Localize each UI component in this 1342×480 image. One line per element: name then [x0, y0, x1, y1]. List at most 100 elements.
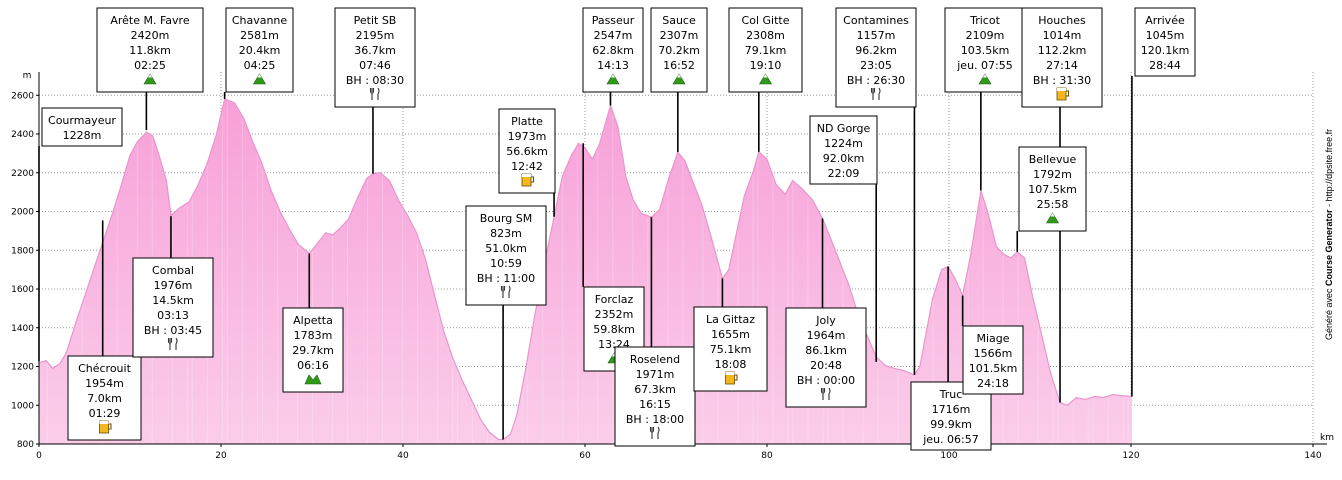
waypoint-label-line: 1792m — [1033, 168, 1072, 181]
y-tick-label: 800 — [17, 440, 34, 450]
peak-icon — [978, 73, 992, 85]
waypoint-label-line: 99.9km — [930, 418, 972, 431]
waypoint-label-line: Col Gitte — [742, 14, 790, 27]
waypoint-box — [785, 307, 867, 408]
beer-icon-foam — [522, 174, 531, 177]
waypoint-label-line: Forclaz — [595, 293, 634, 306]
waypoint-la-gittaz: La Gittaz 1655m 75.1km 18:08 — [693, 306, 768, 392]
waypoint-label-line: 96.2km — [855, 44, 897, 57]
waypoint-box — [614, 346, 696, 447]
waypoint-label-line: 14:13 — [597, 59, 629, 72]
peak-icon — [252, 73, 267, 85]
peak-icon-snow — [1050, 213, 1055, 217]
waypoint-ar-te-m-favre: Arête M. Favre 2420m 11.8km 02:25 — [96, 7, 204, 93]
waypoint-label-line: 120.1km — [1141, 44, 1190, 57]
waypoint-label-line: 19:10 — [750, 59, 782, 72]
waypoint-label-line: 03:13 — [157, 309, 189, 322]
y-tick-label: 2600 — [11, 91, 34, 101]
peak-icon-snow — [611, 74, 615, 78]
cutlery-icon — [820, 387, 831, 400]
waypoint-label-line: 06:16 — [297, 359, 329, 372]
waypoint-label-line: ND Gorge — [817, 122, 871, 135]
waypoint-labels: Courmayeur 1228m Chécrouit 1954m 7.0km 01:29 A… — [41, 7, 1196, 451]
waypoint-label-line: La Gittaz — [706, 313, 755, 326]
waypoint-roselend: Roselend 1971m 67.3km 16:15 BH : 18:00 — [614, 346, 696, 447]
x-tick-label: 100 — [940, 451, 957, 461]
waypoint-label-line: 28:44 — [1149, 59, 1181, 72]
waypoint-label-line: jeu. 06:57 — [922, 433, 979, 446]
beer-icon-foam — [99, 421, 109, 424]
y-tick-label: 1400 — [11, 324, 34, 334]
y-tick-label: 1200 — [11, 363, 34, 373]
waypoint-label-line: jeu. 07:55 — [956, 59, 1013, 72]
waypoint-label-line: 1716m — [932, 403, 971, 416]
svg-text:Généré avec Course Generator -: Généré avec Course Generator - http://dp… — [1324, 129, 1334, 340]
peak-icon-snow — [257, 74, 262, 78]
generator-credit: Généré avec Course Generator - http://dp… — [1324, 129, 1334, 340]
waypoint-platte: Platte 1973m 56.6km 12:42 — [498, 108, 556, 194]
waypoint-box — [835, 7, 917, 108]
y-tick-label: 2000 — [11, 208, 34, 218]
profile-line — [38, 98, 1132, 441]
waypoint-passeur: Passeur 2547m 62.8km 14:13 — [582, 7, 644, 93]
waypoint-label-line: 27:14 — [1046, 59, 1078, 72]
y-tick-label: 1600 — [11, 285, 34, 295]
waypoint-arriv-e: Arrivée 1045m 120.1km 28:44 — [1134, 7, 1196, 77]
peak-icon-snow — [983, 74, 987, 78]
waypoint-label-line: 2109m — [966, 29, 1005, 42]
waypoint-tricot: Tricot 2109m 103.5km jeu. 07:55 — [944, 7, 1026, 93]
waypoint-label-line: Houches — [1038, 14, 1086, 27]
beer-icon-handle — [531, 176, 534, 183]
x-tick-label: 80 — [761, 451, 773, 461]
waypoint-label-line: 16:15 — [639, 398, 671, 411]
y-tick-label: 1000 — [11, 401, 34, 411]
credit-brand: Course Generator — [1324, 209, 1334, 286]
waypoint-label-line: 36.7km — [354, 44, 396, 57]
peak-icon — [758, 73, 773, 85]
waypoint-label-line: 2195m — [356, 29, 395, 42]
peak-icon — [672, 73, 686, 85]
beer-icon-handle — [734, 374, 738, 381]
waypoint-box — [132, 257, 214, 358]
waypoint-nd-gorge: ND Gorge 1224m 92.0km 22:09 — [809, 115, 878, 185]
waypoint-label-line: Chavanne — [232, 14, 288, 27]
waypoint-alpetta: Alpetta 1783m 29.7km 06:16 — [282, 307, 344, 393]
waypoint-label-line: Sauce — [662, 14, 696, 27]
cutlery-icon — [500, 285, 511, 298]
waypoint-label-line: Contamines — [843, 14, 909, 27]
waypoint-label-line: 1157m — [857, 29, 896, 42]
waypoint-label-line: 20.4km — [239, 44, 281, 57]
y-tick-label: 1800 — [11, 246, 34, 256]
waypoint-label-line: Passeur — [592, 14, 635, 27]
waypoint-label-line: Alpetta — [293, 314, 333, 327]
waypoint-label-line: Bourg SM — [480, 212, 533, 225]
waypoint-label-line: BH : 03:45 — [144, 324, 202, 337]
waypoint-label-line: 18:08 — [715, 358, 747, 371]
waypoint-col-gitte: Col Gitte 2308m 79.1km 19:10 — [728, 7, 803, 93]
waypoint-sauce: Sauce 2307m 70.2km 16:52 — [650, 7, 708, 93]
waypoint-label-line: 1655m — [711, 328, 750, 341]
peak-icon-snow — [677, 74, 681, 78]
waypoint-label-line: BH : 08:30 — [346, 74, 404, 87]
waypoint-label-line: Chécrouit — [78, 362, 132, 375]
waypoint-label-line: 107.5km — [1028, 183, 1077, 196]
waypoint-label-line: 07:46 — [359, 59, 391, 72]
waypoint-label-line: 1014m — [1043, 29, 1082, 42]
waypoint-label-line: Bellevue — [1029, 153, 1077, 166]
waypoint-joly: Joly 1964m 86.1km 20:48 BH : 00:00 — [785, 307, 867, 408]
x-tick-label: 40 — [397, 451, 409, 461]
waypoint-label-line: 10:59 — [490, 257, 522, 270]
waypoint-label-line: 2307m — [660, 29, 699, 42]
waypoint-miage: Miage 1566m 101.5km 24:18 — [962, 325, 1024, 395]
waypoint-label-line: Combal — [152, 264, 194, 277]
waypoint-label-line: 70.2km — [658, 44, 700, 57]
x-tick-label: 140 — [1304, 451, 1321, 461]
waypoint-label-line: 1971m — [636, 368, 675, 381]
credit-prefix: Généré avec — [1324, 286, 1334, 340]
peak-icon — [606, 73, 620, 85]
waypoint-label-line: BH : 18:00 — [626, 413, 684, 426]
waypoint-label-line: 51.0km — [485, 242, 527, 255]
waypoint-label-line: 112.2km — [1038, 44, 1087, 57]
waypoint-chavanne: Chavanne 2581m 20.4km 04:25 — [225, 7, 294, 93]
